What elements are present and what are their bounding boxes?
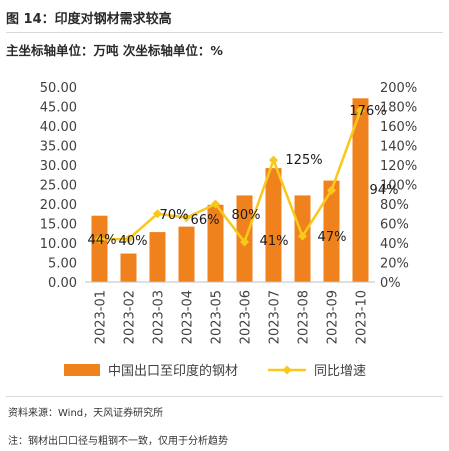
line-data-label: 176% — [349, 104, 386, 119]
y-right-tick-label: 180% — [380, 101, 417, 116]
y-right-tick-label: 200% — [380, 81, 417, 96]
legend-line-marker — [282, 365, 292, 375]
y-left-tick-label: 40.00 — [40, 120, 77, 135]
y-right-tick-label: 40% — [380, 237, 409, 252]
bar — [178, 226, 195, 282]
bar-series — [91, 98, 369, 282]
line-data-label: 66% — [191, 213, 220, 228]
legend-line-label: 同比增速 — [314, 364, 366, 379]
line-marker — [95, 234, 104, 244]
x-tick-label: 2023-07 — [268, 290, 283, 344]
footer-divider — [6, 396, 443, 397]
x-axis-ticks: 2023-01 2023-02 2023-03 2023-04 2023-05 2023-… — [94, 290, 370, 344]
bar — [265, 168, 282, 282]
line-data-label: 70% — [160, 208, 189, 223]
y-left-tick-label: 15.00 — [40, 218, 77, 233]
bar — [352, 98, 369, 282]
bar — [149, 232, 166, 282]
x-tick-label: 2023-08 — [297, 290, 312, 344]
line-data-label: 41% — [260, 234, 289, 249]
bar — [207, 204, 224, 282]
left-axis-ticks: 0.00 5.00 10.00 15.00 20.00 25.00 30.00 35.00 40… — [40, 81, 77, 291]
right-axis-ticks: 0% 20% 40% 60% 80% 100% 120% 140% 160% 180% 200% — [380, 81, 417, 291]
y-left-tick-label: 25.00 — [40, 179, 77, 194]
data-labels: 44% 40% 70% 66% 80% 41% 125% 47% 176% 94% — [88, 104, 399, 249]
y-left-tick-label: 35.00 — [40, 140, 77, 155]
source-note: 资料来源：Wind，天风证券研究所 — [8, 408, 164, 419]
line-marker — [356, 105, 365, 115]
line-data-label: 94% — [370, 183, 399, 198]
line-marker — [240, 237, 249, 247]
x-tick-label: 2023-02 — [123, 290, 138, 344]
growth-line — [99, 109, 362, 245]
y-left-tick-label: 50.00 — [40, 81, 77, 96]
line-marker — [298, 231, 307, 241]
line-data-label: 44% — [88, 233, 117, 248]
title-divider — [6, 32, 443, 33]
footnote: 注：钢材出口口径与粗钢不一致，仅用于分析趋势 — [8, 436, 228, 447]
line-data-label: 80% — [232, 208, 261, 223]
x-tick-label: 2023-09 — [326, 290, 341, 344]
line-marker — [327, 185, 336, 195]
line-marker — [211, 199, 220, 209]
y-left-tick-label: 5.00 — [48, 257, 77, 272]
y-left-tick-label: 30.00 — [40, 159, 77, 174]
legend-bar-label: 中国出口至印度的钢材 — [108, 363, 238, 379]
x-tick-label: 2023-01 — [94, 290, 109, 344]
y-right-tick-label: 0% — [380, 276, 401, 291]
y-right-tick-label: 80% — [380, 198, 409, 213]
y-left-tick-label: 0.00 — [48, 276, 77, 291]
bar — [120, 253, 137, 282]
line-marker — [153, 209, 162, 219]
y-left-tick-label: 10.00 — [40, 237, 77, 252]
figure-subtitle: 主坐标轴单位：万吨 次坐标轴单位：% — [6, 43, 223, 58]
line-data-label: 125% — [285, 153, 322, 168]
bar — [323, 180, 340, 282]
x-tick-label: 2023-03 — [152, 290, 167, 344]
line-marker — [269, 155, 278, 165]
line-data-label: 40% — [119, 234, 148, 249]
bar — [91, 215, 108, 282]
x-tick-label: 2023-04 — [181, 290, 196, 344]
legend-bar-swatch — [64, 364, 100, 376]
line-marker — [124, 234, 133, 244]
figure-title: 图 14：印度对钢材需求较高 — [6, 12, 172, 27]
x-tick-label: 2023-05 — [210, 290, 225, 344]
legend: 中国出口至印度的钢材 同比增速 — [64, 363, 366, 379]
y-right-tick-label: 160% — [380, 120, 417, 135]
y-right-tick-label: 60% — [380, 218, 409, 233]
y-left-tick-label: 45.00 — [40, 101, 77, 116]
x-tick-label: 2023-10 — [355, 290, 370, 344]
line-data-label: 47% — [318, 230, 347, 245]
line-series — [95, 105, 365, 247]
x-tick-label: 2023-06 — [239, 290, 254, 344]
y-right-tick-label: 100% — [380, 179, 417, 194]
y-right-tick-label: 140% — [380, 140, 417, 155]
y-right-tick-label: 120% — [380, 159, 417, 174]
y-right-tick-label: 20% — [380, 257, 409, 272]
line-marker — [182, 213, 191, 223]
y-left-tick-label: 20.00 — [40, 198, 77, 213]
